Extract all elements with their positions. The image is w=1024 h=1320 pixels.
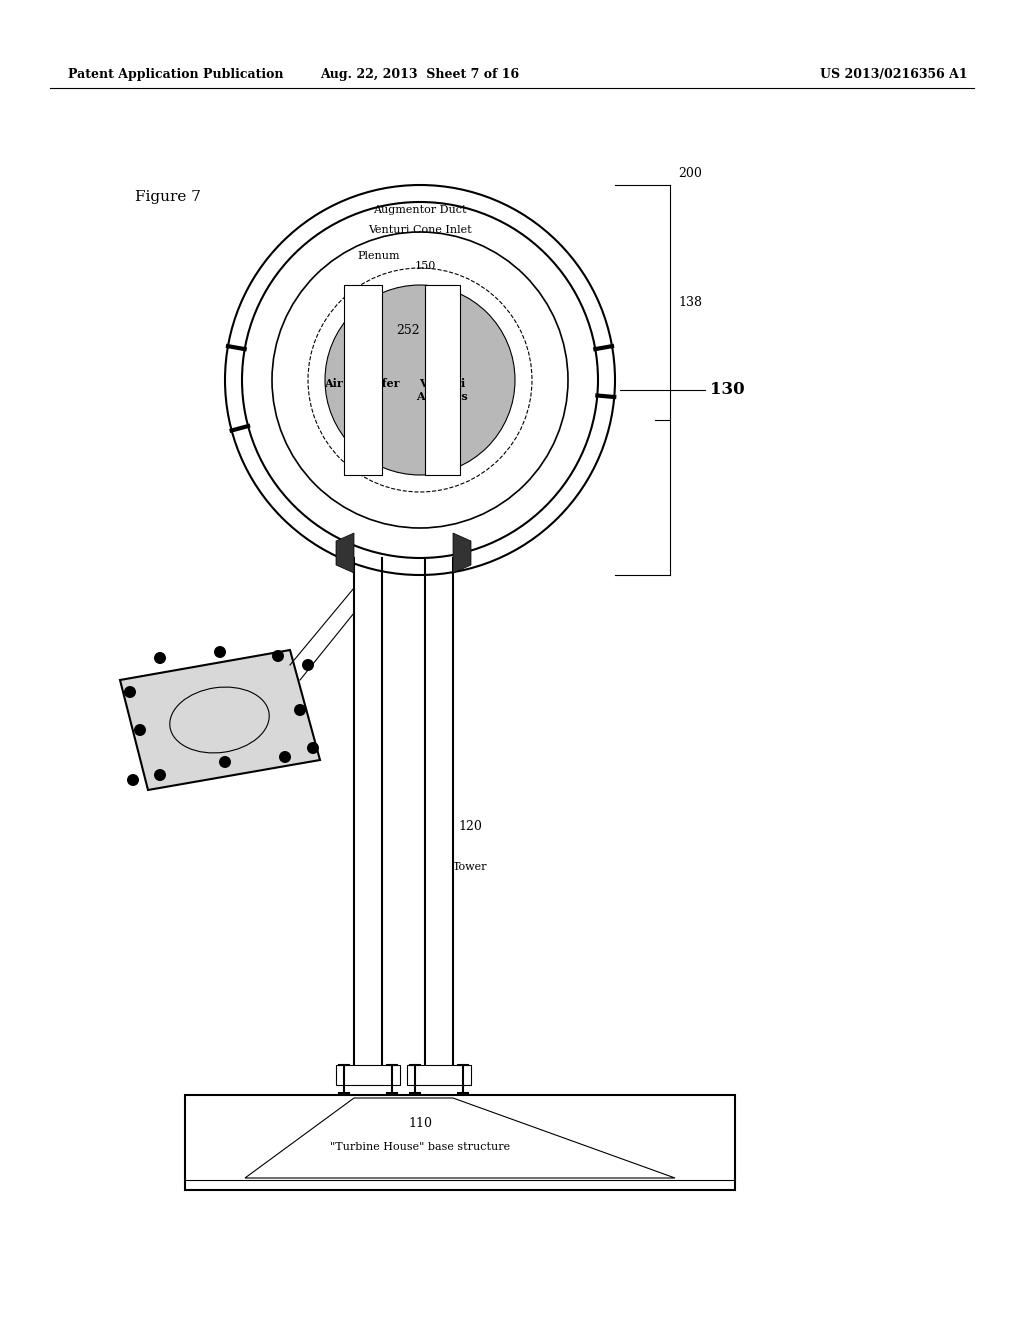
Text: 110: 110 bbox=[408, 1117, 432, 1130]
Circle shape bbox=[279, 751, 291, 763]
Text: 252: 252 bbox=[396, 323, 420, 337]
Text: Aug. 22, 2013  Sheet 7 of 16: Aug. 22, 2013 Sheet 7 of 16 bbox=[321, 69, 519, 81]
Text: US 2013/0216356 A1: US 2013/0216356 A1 bbox=[820, 69, 968, 81]
Text: 130: 130 bbox=[710, 381, 744, 399]
Circle shape bbox=[127, 774, 139, 785]
Text: Tower: Tower bbox=[453, 862, 487, 873]
Bar bbox=[354, 558, 382, 1065]
Bar bbox=[425, 285, 460, 475]
Text: 150: 150 bbox=[415, 261, 435, 271]
Text: 138: 138 bbox=[678, 296, 702, 309]
Circle shape bbox=[154, 652, 166, 664]
Text: 154: 154 bbox=[431, 450, 453, 459]
Polygon shape bbox=[245, 1098, 675, 1177]
Polygon shape bbox=[453, 533, 471, 573]
Bar bbox=[185, 1096, 735, 1191]
Circle shape bbox=[219, 756, 231, 768]
Bar bbox=[407, 1065, 471, 1085]
Text: Air Transfer
Duct: Air Transfer Duct bbox=[325, 378, 399, 401]
Circle shape bbox=[294, 704, 306, 715]
Text: Figure 7: Figure 7 bbox=[135, 190, 201, 205]
Circle shape bbox=[302, 659, 314, 671]
Text: Venturi
Annulus: Venturi Annulus bbox=[416, 378, 468, 401]
Text: Augmentor Duct: Augmentor Duct bbox=[374, 205, 467, 215]
Circle shape bbox=[272, 649, 284, 663]
Text: 120: 120 bbox=[458, 820, 482, 833]
Bar bbox=[425, 558, 453, 1065]
Text: Patent Application Publication: Patent Application Publication bbox=[68, 69, 284, 81]
Circle shape bbox=[134, 723, 146, 737]
Circle shape bbox=[307, 742, 319, 754]
Circle shape bbox=[214, 645, 226, 657]
Text: Plenum: Plenum bbox=[357, 251, 400, 261]
Bar bbox=[344, 285, 382, 475]
Polygon shape bbox=[336, 533, 354, 573]
Polygon shape bbox=[120, 649, 319, 789]
Text: "Turbine House" base structure: "Turbine House" base structure bbox=[330, 1142, 510, 1152]
Text: 200: 200 bbox=[678, 168, 701, 180]
Circle shape bbox=[154, 770, 166, 781]
Circle shape bbox=[124, 686, 136, 698]
Circle shape bbox=[325, 285, 515, 475]
Bar bbox=[336, 1065, 400, 1085]
Text: Venturi Cone Inlet: Venturi Cone Inlet bbox=[369, 224, 472, 235]
